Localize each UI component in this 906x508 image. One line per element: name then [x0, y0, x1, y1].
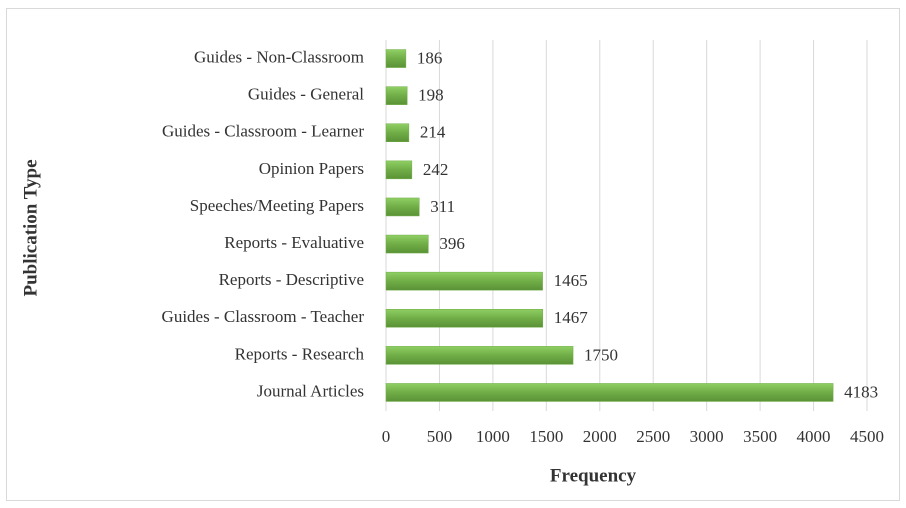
data-label: 311 [430, 197, 455, 216]
x-tick-label: 500 [427, 427, 453, 446]
x-axis-label: Frequency [550, 465, 637, 486]
x-tick-label: 2000 [583, 427, 617, 446]
data-label: 396 [439, 234, 465, 253]
x-tick-label: 4500 [850, 427, 884, 446]
data-label: 186 [417, 48, 443, 67]
x-tick-label: 1000 [476, 427, 510, 446]
y-tick-label: Reports - Evaluative [224, 233, 364, 252]
bar [385, 234, 429, 254]
x-tick-label: 1500 [529, 427, 563, 446]
data-label: 1467 [554, 308, 589, 327]
bar [385, 160, 413, 180]
y-tick-label: Reports - Research [235, 344, 365, 363]
y-axis-label: Publication Type [20, 159, 41, 296]
x-tick-label: 3000 [690, 427, 724, 446]
chart-frame [6, 8, 900, 501]
y-tick-label: Guides - Non-Classroom [194, 47, 364, 66]
x-tick-label: 0 [382, 427, 391, 446]
y-tick-label: Speeches/Meeting Papers [190, 196, 364, 215]
bar [385, 49, 407, 68]
bar [385, 271, 543, 291]
data-label: 198 [418, 86, 444, 105]
bar [385, 86, 408, 105]
data-label: 4183 [844, 382, 878, 401]
y-tick-label: Opinion Papers [259, 159, 364, 178]
bar [385, 197, 420, 217]
y-tick-label: Reports - Descriptive [219, 270, 364, 289]
y-tick-label: Guides - Classroom - Teacher [162, 307, 365, 326]
x-tick-label: 3500 [743, 427, 777, 446]
y-tick-label: Guides - General [248, 85, 364, 104]
y-tick-label: Guides - Classroom - Learner [162, 122, 364, 141]
y-tick-label: Journal Articles [257, 381, 364, 400]
data-label: 1465 [554, 271, 588, 290]
bar [385, 383, 834, 402]
bar [385, 346, 574, 365]
data-label: 242 [423, 160, 449, 179]
data-label: 1750 [584, 345, 618, 364]
data-label: 214 [420, 123, 446, 142]
x-tick-label: 2500 [636, 427, 670, 446]
bar [385, 123, 410, 142]
bar [385, 309, 544, 328]
x-tick-label: 4000 [797, 427, 831, 446]
